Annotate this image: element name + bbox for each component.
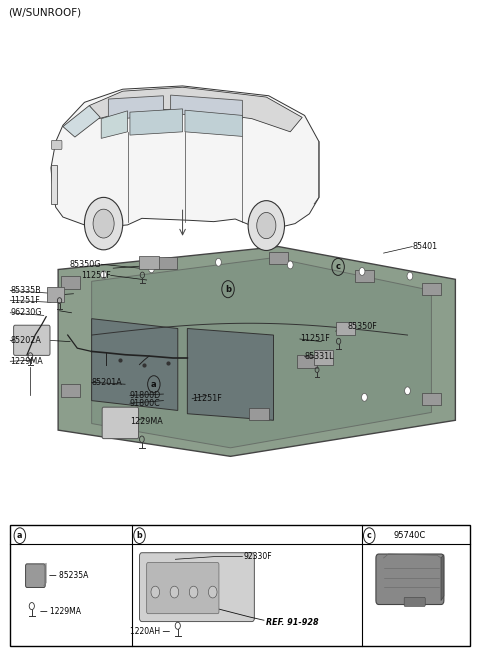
FancyBboxPatch shape (140, 256, 158, 269)
Text: 85350F: 85350F (348, 322, 377, 331)
Polygon shape (101, 111, 128, 139)
Text: b: b (137, 531, 143, 540)
Text: 1229MA: 1229MA (130, 417, 163, 426)
FancyBboxPatch shape (25, 564, 45, 587)
Text: 91800D: 91800D (130, 391, 161, 400)
Text: 85401: 85401 (412, 242, 437, 251)
Text: 85331L: 85331L (305, 352, 334, 361)
Circle shape (93, 209, 114, 238)
Text: a: a (151, 380, 156, 389)
Circle shape (216, 258, 221, 266)
FancyBboxPatch shape (376, 554, 444, 604)
Text: — 1229MA: — 1229MA (40, 607, 81, 616)
FancyBboxPatch shape (51, 141, 62, 150)
FancyBboxPatch shape (51, 165, 57, 204)
Bar (249, 408, 269, 420)
Bar (10, 525, 470, 646)
Bar (422, 393, 441, 405)
FancyBboxPatch shape (13, 325, 50, 355)
Bar (269, 252, 288, 263)
Circle shape (84, 197, 123, 250)
Circle shape (248, 200, 285, 250)
Bar (297, 355, 317, 368)
Polygon shape (58, 246, 456, 457)
Bar (47, 287, 64, 302)
Text: 85202A: 85202A (10, 336, 41, 345)
Text: 11251F: 11251F (10, 296, 40, 305)
Polygon shape (92, 319, 178, 411)
Bar (60, 276, 80, 289)
Text: 11251F: 11251F (192, 394, 222, 403)
Circle shape (288, 261, 293, 269)
Circle shape (361, 394, 367, 401)
FancyBboxPatch shape (147, 562, 219, 614)
Bar (422, 283, 441, 295)
Circle shape (101, 271, 107, 279)
Bar (60, 384, 80, 397)
Text: 11251F: 11251F (81, 271, 111, 280)
Circle shape (189, 586, 198, 598)
Polygon shape (130, 109, 182, 135)
Text: 85201A: 85201A (92, 378, 122, 387)
Text: 85335B: 85335B (10, 286, 41, 295)
Text: 96230G: 96230G (10, 308, 42, 317)
Bar (355, 270, 374, 282)
Text: c: c (367, 531, 372, 540)
Polygon shape (170, 95, 242, 119)
FancyBboxPatch shape (336, 322, 355, 335)
Polygon shape (92, 258, 432, 448)
Circle shape (170, 586, 179, 598)
Text: 95740C: 95740C (393, 531, 425, 540)
Text: b: b (225, 284, 231, 294)
Text: 85350G: 85350G (70, 260, 101, 269)
Bar (155, 257, 177, 269)
Polygon shape (441, 555, 444, 600)
Text: (W/SUNROOF): (W/SUNROOF) (8, 7, 81, 17)
Polygon shape (89, 87, 302, 132)
Circle shape (359, 267, 365, 275)
Text: 11251F: 11251F (300, 334, 330, 344)
Text: 92330F: 92330F (243, 552, 272, 561)
Circle shape (407, 272, 413, 280)
Polygon shape (185, 110, 242, 137)
Polygon shape (187, 328, 274, 420)
Circle shape (149, 265, 155, 273)
Circle shape (151, 586, 159, 598)
FancyBboxPatch shape (102, 407, 139, 439)
Text: 91800C: 91800C (130, 399, 161, 408)
Circle shape (405, 387, 410, 395)
FancyBboxPatch shape (140, 553, 254, 622)
Text: 1229MA: 1229MA (10, 357, 43, 366)
Text: c: c (336, 262, 341, 271)
Polygon shape (63, 106, 100, 137)
Circle shape (257, 212, 276, 238)
Text: — 85235A: — 85235A (48, 571, 88, 580)
FancyBboxPatch shape (404, 597, 425, 606)
FancyBboxPatch shape (314, 350, 333, 365)
Circle shape (208, 586, 217, 598)
Text: 1220AH —: 1220AH — (131, 627, 170, 636)
Text: REF. 91-928: REF. 91-928 (266, 618, 319, 627)
Polygon shape (51, 86, 319, 228)
Polygon shape (108, 96, 163, 120)
Text: a: a (17, 531, 23, 540)
